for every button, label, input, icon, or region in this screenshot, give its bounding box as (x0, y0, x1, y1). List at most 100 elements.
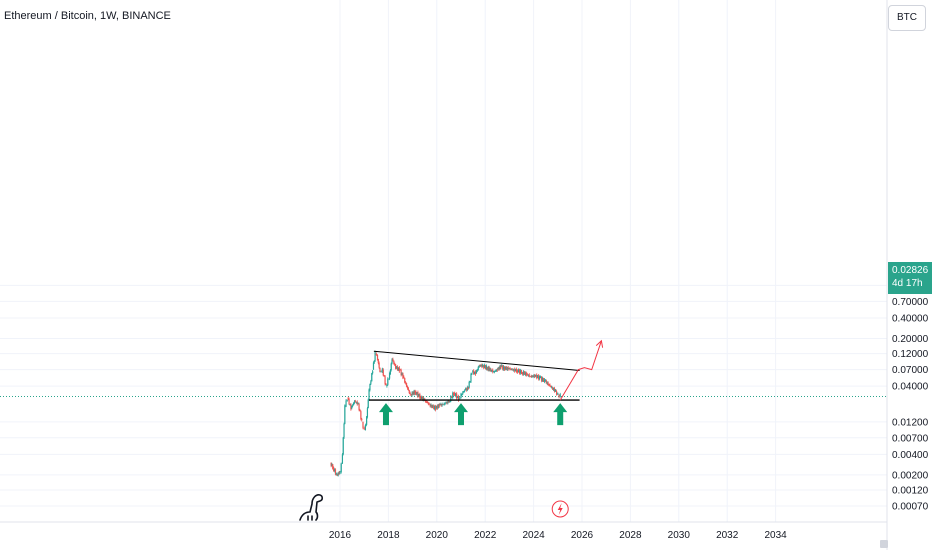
candle-body (357, 402, 359, 405)
candle-body (343, 423, 345, 438)
support-arrow-icon[interactable] (553, 403, 568, 426)
x-tick-label: 2034 (764, 530, 787, 541)
candle-body (330, 462, 332, 466)
projection-arrowhead (595, 339, 604, 348)
candle-body (552, 388, 555, 390)
projection-path[interactable] (559, 340, 602, 401)
lightning-icon[interactable] (551, 500, 569, 518)
event-marker-bolt (557, 503, 563, 515)
candle-body (463, 390, 465, 393)
candle-body (551, 387, 553, 388)
candle-body (430, 404, 432, 407)
candle-body (437, 404, 439, 409)
candle-body (523, 371, 526, 375)
candle-body (509, 368, 511, 370)
candle-body (464, 390, 466, 392)
candle-body (347, 397, 349, 399)
candle-body (508, 368, 510, 370)
candle-body (416, 392, 418, 395)
candle-body (498, 367, 500, 370)
candle-body (383, 375, 385, 377)
candle-body (337, 472, 339, 476)
x-tick-label: 2022 (474, 530, 497, 541)
candle-body (457, 396, 460, 401)
candle-body (445, 402, 447, 404)
candle-body (468, 382, 470, 388)
current-price-badge: 0.02826 4d 17h (888, 262, 932, 294)
candle-body (441, 403, 443, 406)
candle-body (356, 401, 358, 405)
candle-body (404, 377, 406, 383)
candle-body (401, 373, 403, 375)
y-tick-label: 0.04000 (892, 382, 929, 393)
candle-body (540, 376, 542, 378)
candle-body (431, 404, 433, 409)
candle-body (420, 396, 422, 399)
candle-body (364, 424, 367, 431)
candle-body (436, 405, 439, 409)
candle-body (399, 369, 401, 371)
candle-body (478, 365, 480, 368)
candle-body (417, 392, 419, 397)
scroll-handle[interactable] (880, 540, 888, 548)
candle-body (359, 409, 361, 412)
currency-selector[interactable]: BTC (888, 5, 926, 31)
candle-body (426, 401, 429, 403)
candle-body (403, 376, 405, 378)
candle-body (360, 411, 362, 420)
candle-body (381, 368, 383, 372)
support-arrow-icon[interactable] (454, 403, 468, 426)
x-tick-label: 2032 (716, 530, 739, 541)
candle-body (363, 427, 365, 429)
candle-body (515, 368, 517, 372)
candle-body (536, 374, 538, 379)
candle-body (522, 371, 525, 375)
y-tick-label: 0.00120 (892, 486, 929, 497)
y-tick-label: 0.07000 (892, 365, 929, 376)
candle-body (492, 369, 494, 372)
candle-body (449, 400, 451, 402)
y-tick-label: 0.00400 (892, 450, 929, 461)
candle-body (396, 366, 399, 371)
candle-body (387, 378, 389, 385)
candle-body (390, 363, 392, 370)
candle-body (389, 369, 392, 375)
candle-body (503, 366, 506, 371)
candle-body (427, 402, 429, 405)
candle-body (413, 390, 415, 395)
candle-body (475, 370, 478, 374)
symbol-title[interactable]: Ethereum / Bitcoin, 1W, BINANCE (4, 10, 171, 22)
candle-body (405, 383, 408, 387)
candle-body (516, 368, 518, 373)
candle-body (499, 365, 501, 370)
candle-body (541, 377, 544, 381)
candle-body (453, 392, 455, 395)
x-tick-label: 2024 (522, 530, 545, 541)
candle-body (455, 393, 457, 396)
candle-body (540, 376, 543, 381)
x-tick-label: 2018 (377, 530, 400, 541)
candle-body (354, 401, 357, 403)
support-arrow-icon[interactable] (378, 403, 393, 426)
candle-body (539, 376, 541, 380)
candle-body (507, 367, 509, 370)
candle-body (530, 376, 532, 377)
candle-body (348, 398, 350, 405)
candle-body (384, 376, 386, 384)
candle-body (534, 375, 536, 377)
candle-body (497, 367, 499, 370)
candle-body (414, 390, 416, 394)
candle-body (409, 393, 411, 394)
candle-body (415, 391, 417, 395)
candle-body (462, 392, 464, 394)
candle-body (464, 388, 467, 391)
candle-body (395, 366, 398, 368)
candle-body (529, 376, 531, 377)
candle-body (495, 369, 497, 371)
candle-body (366, 408, 369, 418)
candle-body (425, 400, 427, 402)
candle-body (382, 369, 384, 376)
upper-trendline[interactable] (373, 350, 580, 371)
